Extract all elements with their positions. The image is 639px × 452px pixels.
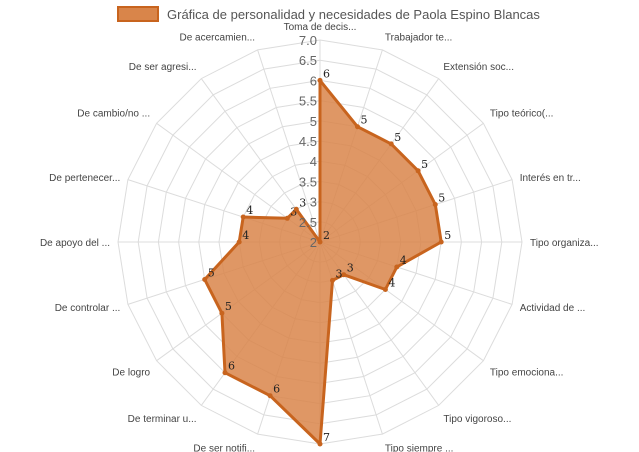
data-point[interactable] <box>388 141 394 147</box>
data-label: 4 <box>246 204 253 217</box>
tick-label: 2 <box>310 235 317 250</box>
data-point[interactable] <box>236 239 242 245</box>
axis-label: De controlar ... <box>55 303 121 314</box>
axis-label: De ser notifi... <box>193 444 255 452</box>
axis-label: Interés en tr... <box>520 173 581 184</box>
data-point[interactable] <box>222 370 228 376</box>
legend[interactable]: Gráfica de personalidad y necesidades de… <box>117 6 540 22</box>
data-point[interactable] <box>317 441 323 447</box>
axis-label: Extensión soc... <box>443 62 514 73</box>
grid-spoke <box>257 49 321 243</box>
tick-label: 5.5 <box>299 94 317 109</box>
axis-labels: Toma de decis... Trabajador te... Extensió… <box>40 22 599 452</box>
data-label: 6 <box>228 360 235 373</box>
data-point[interactable] <box>355 124 360 130</box>
data-label: 5 <box>394 131 401 144</box>
tick-label: 3 <box>310 195 317 210</box>
data-label: 3 <box>347 262 354 275</box>
data-label: 4 <box>388 277 395 290</box>
data-point[interactable] <box>240 214 246 220</box>
data-point[interactable] <box>219 310 225 316</box>
tick-label: 4 <box>310 154 317 169</box>
data-point[interactable] <box>284 215 290 221</box>
tick-label: 2.5 <box>299 215 317 230</box>
tick-label: 6.5 <box>299 53 317 68</box>
data-label: 5 <box>421 158 428 171</box>
data-label: 5 <box>208 267 215 280</box>
tick-label: 6 <box>310 73 317 88</box>
data-point[interactable] <box>330 277 335 283</box>
axis-label: Tipo siempre ... <box>385 444 454 452</box>
data-label: 4 <box>242 229 249 242</box>
axis-label: De logro <box>112 367 150 378</box>
data-point[interactable] <box>382 287 388 292</box>
data-label: 3 <box>336 267 343 280</box>
data-label: 4 <box>400 254 407 267</box>
axis-label: Tipo vigoroso... <box>443 414 511 425</box>
data-point[interactable] <box>341 272 347 278</box>
data-label: 5 <box>225 300 232 313</box>
data-label: 5 <box>361 114 368 127</box>
data-point[interactable] <box>415 168 421 174</box>
data-point[interactable] <box>267 393 273 399</box>
data-point[interactable] <box>317 239 323 245</box>
data-label: 3 <box>290 205 297 218</box>
axis-label: De terminar u... <box>128 414 197 425</box>
axis-label: Actividad de ... <box>520 303 586 314</box>
axis-label: De ser agresi... <box>129 62 197 73</box>
data-label: 3 <box>299 196 306 209</box>
data-point[interactable] <box>317 77 323 83</box>
axis-label: Trabajador te... <box>385 32 452 43</box>
data-label: 6 <box>273 383 280 396</box>
axis-label: De pertenecer... <box>49 173 120 184</box>
data-point[interactable] <box>438 239 444 245</box>
tick-label: 7.0 <box>299 33 317 48</box>
tick-label: 4.5 <box>299 134 317 149</box>
data-point[interactable] <box>394 264 400 270</box>
data-label: 6 <box>323 67 330 80</box>
tick-label: 3.5 <box>299 174 317 189</box>
axis-label: Toma de decis... <box>284 22 357 33</box>
data-label: 7 <box>323 431 330 444</box>
data-point[interactable] <box>432 202 438 207</box>
axis-label: Tipo organiza... <box>530 238 599 249</box>
data-point[interactable] <box>293 206 299 212</box>
data-label: 5 <box>438 192 445 205</box>
axis-label: Tipo emociona... <box>490 367 564 378</box>
tick-label: 5 <box>310 114 317 129</box>
axis-label: Tipo teórico(... <box>490 109 554 120</box>
axis-label: De acercamien... <box>180 32 256 43</box>
data-label: 5 <box>444 229 451 242</box>
axis-label: De cambio/no ... <box>77 109 150 120</box>
data-label: 2 <box>323 229 330 242</box>
legend-label: Gráfica de personalidad y necesidades de… <box>167 7 540 22</box>
axis-label: De apoyo del ... <box>40 238 110 249</box>
data-point[interactable] <box>202 277 208 282</box>
radial-ticks: 2 2.5 3 3.5 4 4.5 5 5.5 6 6.5 7.0 <box>299 33 317 250</box>
legend-swatch <box>117 6 159 22</box>
